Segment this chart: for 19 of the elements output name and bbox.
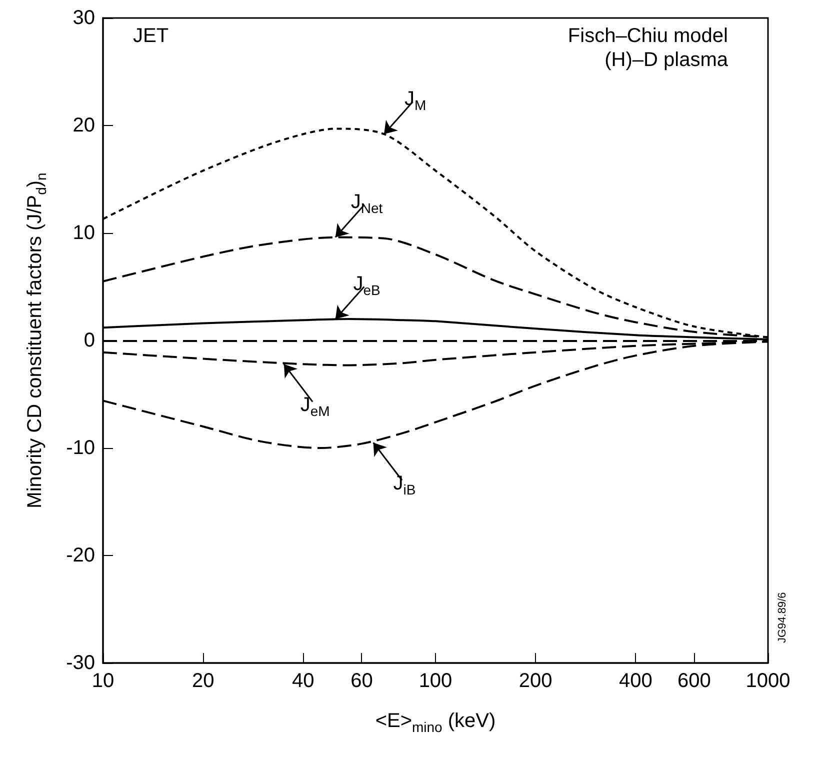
x-tick-label: 200 [518, 670, 552, 692]
x-tick-label: 400 [618, 670, 652, 692]
annotation: (H)–D plasma [604, 49, 729, 71]
annotation: Fisch–Chiu model [568, 25, 728, 47]
x-tick-label: 1000 [746, 670, 790, 692]
annotation: JET [133, 25, 169, 47]
x-tick-label: 600 [678, 670, 711, 692]
y-tick-label: 10 [72, 222, 95, 244]
x-tick-label: 40 [292, 670, 314, 692]
y-tick-label: 0 [84, 330, 95, 352]
y-tick-label: 30 [72, 7, 95, 29]
y-axis-title: Minority CD constituent factors (J/Pd)n [24, 172, 49, 508]
y-tick-label: 20 [72, 114, 95, 136]
text: JG94.89/6 [776, 592, 788, 643]
x-tick-label: 20 [192, 670, 214, 692]
y-tick-label: -20 [66, 544, 95, 566]
x-tick-label: 100 [418, 670, 452, 692]
y-tick-label: -10 [66, 437, 95, 459]
x-tick-label: 60 [350, 670, 373, 692]
